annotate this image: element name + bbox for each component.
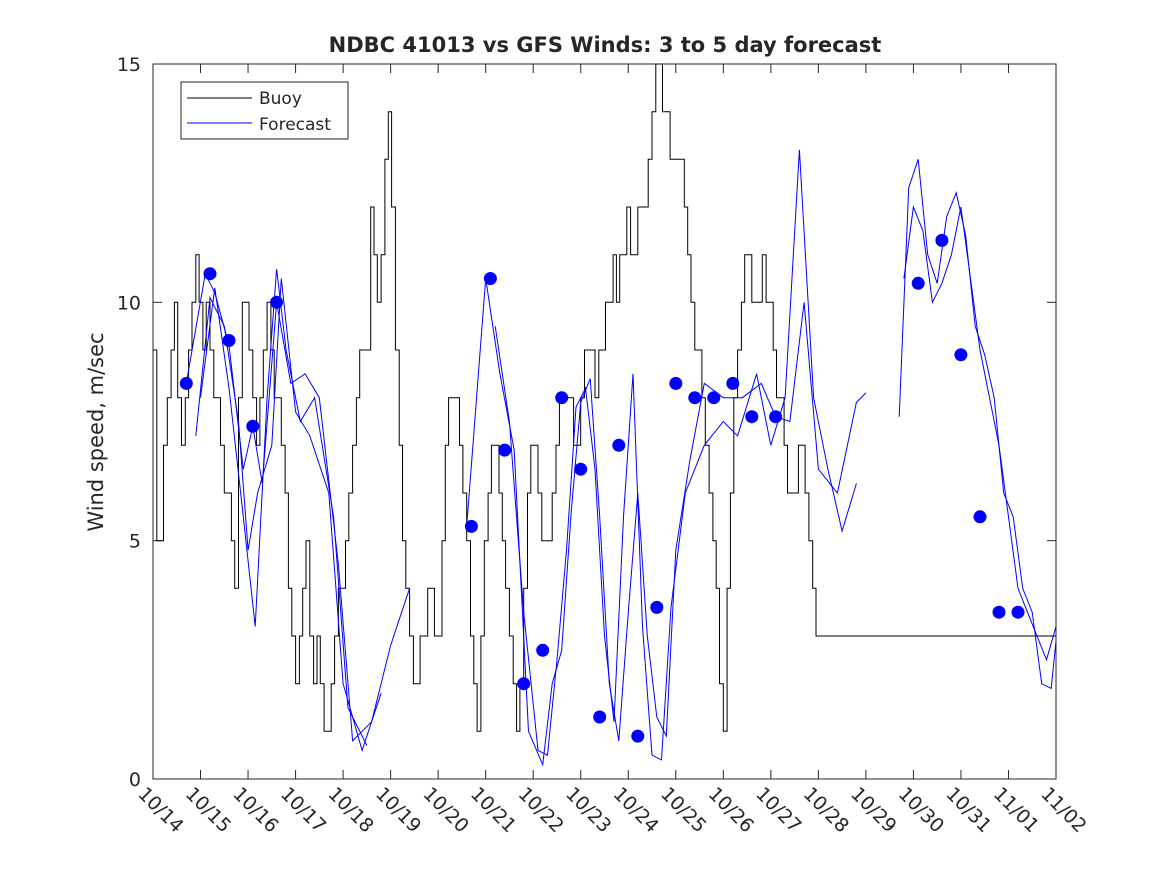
forecast-marker (973, 510, 987, 524)
forecast-marker (246, 419, 260, 433)
forecast-marker (1011, 605, 1025, 619)
forecast-marker (464, 519, 478, 533)
forecast-marker (726, 376, 740, 390)
forecast-marker (911, 276, 925, 290)
forecast-marker (179, 376, 193, 390)
forecast-series-line (185, 272, 411, 743)
y-tick-label: 0 (129, 769, 141, 791)
forecast-marker (935, 233, 949, 247)
forecast-marker (954, 348, 968, 362)
buoy-series-line (153, 63, 1056, 732)
forecast-marker (483, 272, 497, 285)
forecast-marker (669, 376, 683, 390)
forecast-marker (745, 410, 759, 424)
forecast-marker (631, 729, 645, 743)
forecast-marker (992, 605, 1006, 619)
forecast-marker (707, 391, 721, 405)
y-tick-label: 10 (117, 292, 141, 314)
legend-box (180, 81, 349, 140)
forecast-marker (498, 443, 512, 457)
forecast-series-line (494, 149, 857, 761)
forecast-marker (517, 677, 531, 691)
forecast-marker (555, 391, 569, 405)
forecast-series-line (466, 278, 867, 767)
forecast-marker (612, 438, 626, 452)
y-tick-label: 15 (117, 54, 141, 76)
forecast-marker (536, 643, 550, 657)
legend-label-buoy: Buoy (259, 89, 302, 109)
forecast-marker (688, 391, 702, 405)
forecast-marker (769, 410, 783, 424)
forecast-marker (203, 267, 217, 281)
forecast-series-line (898, 159, 1057, 690)
forecast-marker (593, 710, 607, 724)
forecast-marker (574, 462, 588, 476)
axes-box (152, 63, 1057, 780)
legend-label-forecast: Forecast (259, 115, 331, 135)
legend: Buoy Forecast (180, 81, 349, 140)
y-tick-label: 5 (129, 531, 141, 553)
forecast-marker (650, 600, 664, 614)
y-axis-label: Wind speed, m/sec (84, 332, 108, 531)
forecast-marker (270, 295, 284, 309)
forecast-marker (222, 334, 236, 347)
forecast-series-line (903, 205, 1057, 662)
chart-title: NDBC 41013 vs GFS Winds: 3 to 5 day fore… (329, 33, 882, 57)
forecast-series-line (200, 268, 368, 746)
